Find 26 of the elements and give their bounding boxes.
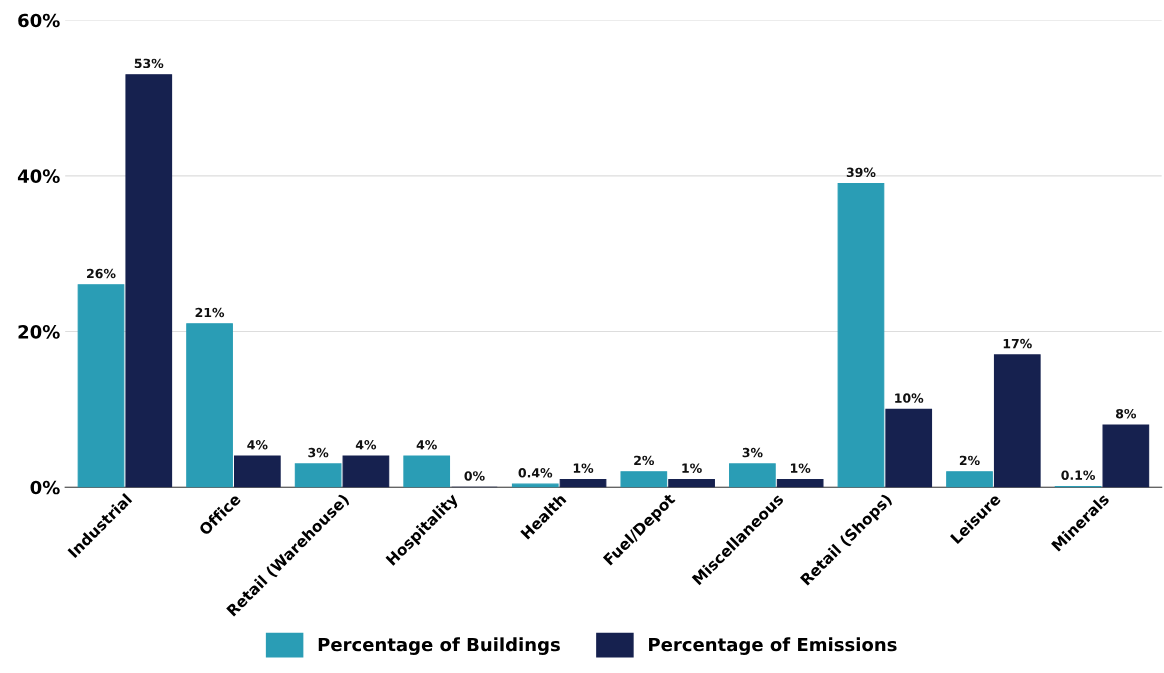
data-label: 1%	[573, 463, 594, 473]
data-label: 0.1%	[1061, 470, 1096, 480]
data-label: 1%	[682, 463, 702, 473]
data-label: 10%	[895, 393, 924, 403]
data-label: 0%	[464, 471, 485, 481]
data-label: 0.4%	[518, 468, 553, 478]
data-label: 21%	[195, 307, 225, 318]
data-label: 2%	[634, 455, 655, 466]
data-label: 8%	[1116, 408, 1137, 419]
data-label: 4%	[416, 440, 437, 450]
y-tick-label: 60%	[18, 13, 60, 28]
y-tick-label: 0%	[30, 480, 60, 495]
data-label: 3%	[742, 447, 763, 458]
data-label: 1%	[790, 463, 811, 473]
data-label: 39%	[846, 167, 876, 178]
data-label: 4%	[355, 440, 377, 450]
data-label: 2%	[959, 455, 980, 466]
legend-label: Percentage of Buildings	[318, 637, 560, 655]
data-label: 17%	[1003, 338, 1032, 349]
y-tick-label: 40%	[17, 169, 60, 183]
data-label: 26%	[87, 268, 116, 279]
y-tick-label: 20%	[18, 325, 60, 339]
data-label: 53%	[134, 58, 164, 69]
legend-label: Percentage of Emissions	[649, 637, 897, 655]
data-label: 3%	[308, 447, 329, 458]
data-label: 4%	[247, 440, 268, 450]
